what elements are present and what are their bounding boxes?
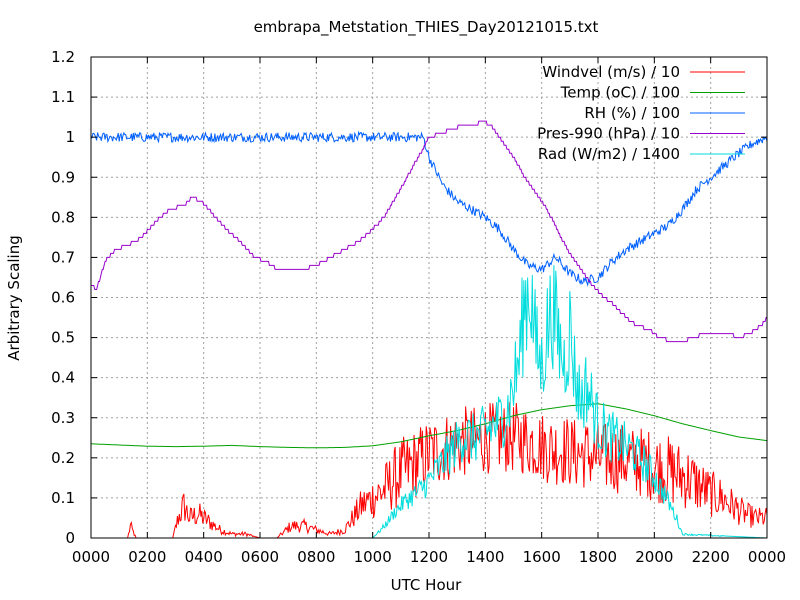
y-tick-label: 0.8 [51, 208, 75, 226]
series-line-2 [91, 403, 768, 449]
y-tick-label: 1.1 [51, 88, 75, 106]
legend-label: Temp (oC) / 100 [560, 84, 680, 102]
legend-label: Windvel (m/s) / 10 [542, 63, 680, 81]
series-layer [90, 120, 768, 539]
legend-label: RH (%) / 100 [584, 104, 680, 122]
x-tick-label: 1400 [466, 548, 504, 566]
y-axis-label: Arbitrary Scaling [5, 235, 23, 361]
legend-label: Pres-990 (hPa) / 10 [537, 125, 680, 143]
x-tick-label: 1000 [354, 548, 392, 566]
y-tick-label: 0.2 [51, 449, 75, 467]
y-tick-label: 1 [65, 128, 75, 146]
series-line-3 [90, 130, 768, 287]
legend: Windvel (m/s) / 10 Temp (oC) / 100 RH (%) … [537, 63, 745, 163]
y-tick-label: 0.7 [51, 248, 75, 266]
y-tick-label: 0.6 [51, 289, 75, 307]
x-tick-label: 1800 [579, 548, 617, 566]
x-tick-label: 0000 [748, 548, 786, 566]
x-tick-label: 0000 [72, 548, 110, 566]
axis-ticks: 0000 0200 0400 0600 0800 1000 1200 1400 1600 1800… [51, 48, 786, 566]
y-tick-label: 0.9 [51, 168, 75, 186]
x-tick-label: 2000 [635, 548, 673, 566]
chart-title: embrapa_Metstation_THIES_Day20121015.txt [254, 18, 599, 37]
x-tick-label: 2200 [692, 548, 730, 566]
y-tick-label: 0.4 [51, 369, 75, 387]
series-line-4 [91, 120, 767, 343]
x-tick-label: 1200 [410, 548, 448, 566]
x-tick-label: 0400 [185, 548, 223, 566]
y-tick-label: 0.3 [51, 409, 75, 427]
x-tick-label: 0800 [297, 548, 335, 566]
y-tick-label: 0.5 [51, 329, 75, 347]
y-tick-label: 1.2 [51, 48, 75, 66]
x-axis-label: UTC Hour [391, 576, 462, 594]
series-line-1 [91, 402, 768, 539]
x-tick-label: 1600 [523, 548, 561, 566]
y-tick-label: 0.1 [51, 489, 75, 507]
x-tick-label: 0600 [241, 548, 279, 566]
x-tick-label: 0200 [128, 548, 166, 566]
y-tick-label: 0 [65, 529, 75, 547]
legend-label: Rad (W/m2) / 1400 [538, 145, 680, 163]
